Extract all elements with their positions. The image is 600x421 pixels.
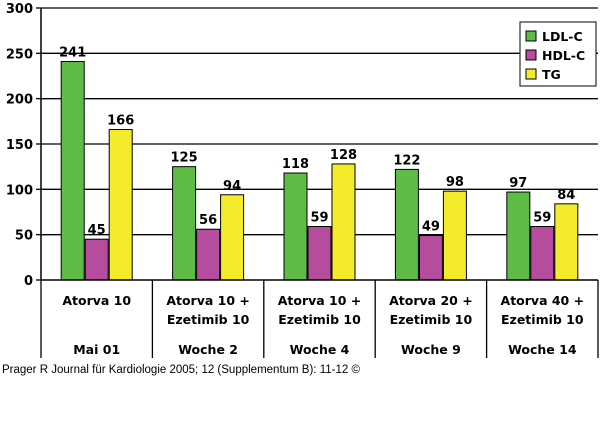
axes xyxy=(36,7,599,358)
category-period-label: Mai 01 xyxy=(73,342,120,357)
y-tick-label: 0 xyxy=(24,274,33,289)
data-labels: 241 45 166 125 56 94 118 59 128 122 49 98 97 59 84 xyxy=(59,45,575,238)
y-tick-label: 200 xyxy=(6,93,33,108)
category-label: Atorva 10 + xyxy=(278,293,362,308)
bar xyxy=(394,168,419,281)
data-label: 84 xyxy=(557,188,575,203)
y-tick-label: 150 xyxy=(6,138,33,153)
bar xyxy=(530,226,555,281)
data-label: 45 xyxy=(88,223,106,238)
category-label: Ezetimib 10 xyxy=(167,312,250,327)
y-tick-labels: 0 50 100 150 200 250 300 xyxy=(6,2,33,289)
bar xyxy=(331,163,356,281)
category-label: Ezetimib 10 xyxy=(501,312,584,327)
data-label: 56 xyxy=(199,213,217,228)
category-labels: Atorva 10 Mai 01 Atorva 10 + Ezetimib 10 Woc… xyxy=(62,293,584,357)
data-label: 94 xyxy=(223,179,241,194)
bar xyxy=(196,228,221,281)
legend-swatch xyxy=(525,68,537,80)
data-label: 59 xyxy=(310,211,328,226)
bar xyxy=(60,60,85,281)
category-label: Ezetimib 10 xyxy=(390,312,473,327)
category-label: Atorva 10 xyxy=(62,293,131,308)
category-label: Ezetimib 10 xyxy=(278,312,361,327)
legend-swatch xyxy=(525,49,537,61)
source-citation: Prager R Journal für Kardiologie 2005; 1… xyxy=(2,364,360,376)
data-label: 98 xyxy=(446,175,464,190)
data-label: 49 xyxy=(422,220,440,235)
bar xyxy=(220,194,245,281)
bar xyxy=(554,203,579,281)
data-label: 97 xyxy=(509,176,527,191)
bar xyxy=(84,238,109,281)
legend-entry: TG xyxy=(542,67,561,82)
bar xyxy=(307,226,332,281)
gridlines xyxy=(41,7,598,236)
bar xyxy=(283,172,308,281)
legend-swatch xyxy=(525,30,537,42)
category-period-label: Woche 4 xyxy=(290,342,350,357)
legend: LDL-C HDL-C TG xyxy=(519,21,597,87)
category-period-label: Woche 9 xyxy=(401,342,461,357)
data-label: 125 xyxy=(171,151,198,166)
bar xyxy=(172,166,197,281)
y-tick-label: 50 xyxy=(15,229,33,244)
category-period-label: Woche 14 xyxy=(508,342,577,357)
bar xyxy=(506,191,531,281)
bar-chart: 241 45 166 125 56 94 118 59 128 122 49 98 97 59 84 0 50… xyxy=(6,2,599,358)
data-label: 122 xyxy=(393,153,420,168)
category-label: Atorva 10 + xyxy=(166,293,250,308)
data-label: 118 xyxy=(282,157,309,172)
data-label: 166 xyxy=(107,113,134,128)
legend-entry: HDL-C xyxy=(542,48,585,63)
category-label: Atorva 40 + xyxy=(501,293,585,308)
bars xyxy=(60,60,579,281)
category-label: Atorva 20 + xyxy=(389,293,473,308)
y-tick-label: 300 xyxy=(6,2,33,17)
bar xyxy=(418,235,443,281)
bar xyxy=(442,190,467,281)
legend-entry: LDL-C xyxy=(542,29,583,44)
y-tick-label: 250 xyxy=(6,47,33,62)
bar xyxy=(108,128,133,281)
data-label: 241 xyxy=(59,45,86,60)
data-label: 128 xyxy=(330,148,357,163)
y-tick-label: 100 xyxy=(6,183,33,198)
category-period-label: Woche 2 xyxy=(178,342,238,357)
data-label: 59 xyxy=(533,211,551,226)
